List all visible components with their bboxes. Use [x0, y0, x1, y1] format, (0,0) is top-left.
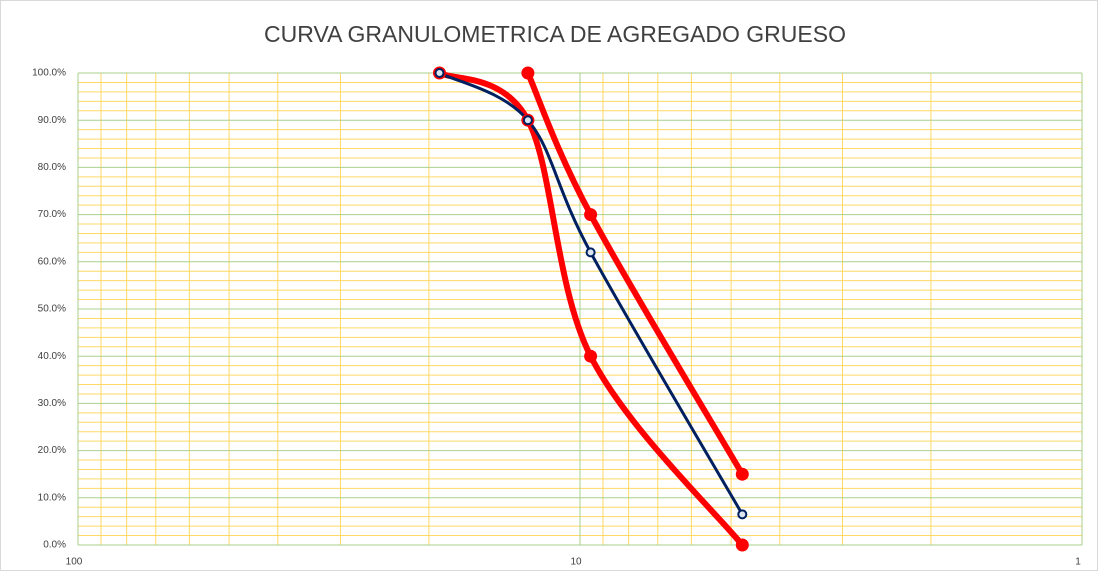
y-tick-label: 60.0%: [38, 256, 66, 267]
y-tick-label: 0.0%: [43, 540, 66, 551]
data-point: [521, 66, 535, 80]
data-point: [735, 538, 749, 552]
y-tick-label: 100.0%: [32, 68, 66, 79]
y-tick-label: 20.0%: [38, 445, 66, 456]
data-point: [584, 349, 598, 363]
y-tick-label: 30.0%: [38, 398, 66, 409]
x-tick-label: 100: [66, 557, 83, 568]
y-tick-label: 10.0%: [38, 492, 66, 503]
y-tick-label: 50.0%: [38, 304, 66, 315]
data-point: [584, 208, 598, 222]
series-line: [524, 70, 746, 478]
data-point: [434, 68, 445, 78]
data-point: [585, 247, 596, 258]
y-tick-label: 80.0%: [38, 162, 66, 173]
y-tick-label: 40.0%: [38, 351, 66, 362]
series-line: [436, 70, 746, 548]
data-point: [735, 467, 749, 481]
series-line: [437, 71, 744, 516]
data-point: [522, 115, 533, 126]
data-point: [737, 509, 748, 520]
x-tick-label: 10: [570, 557, 582, 568]
x-tick-label: 1: [1075, 557, 1081, 568]
chart-title: CURVA GRANULOMETRICA DE AGREGADO GRUESO: [264, 21, 846, 47]
y-tick-label: 90.0%: [38, 115, 66, 126]
y-tick-label: 70.0%: [38, 209, 66, 220]
